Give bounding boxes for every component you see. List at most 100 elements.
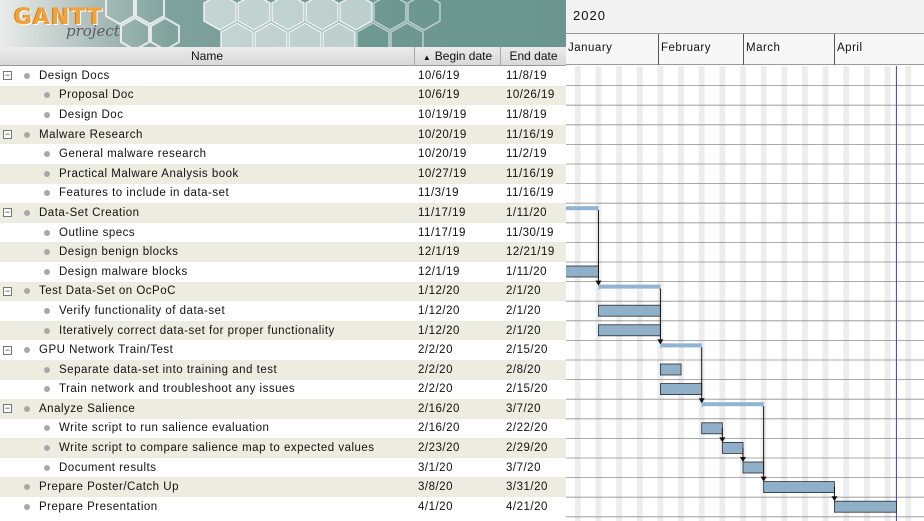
- task-row[interactable]: − GPU Network Train/Test 2/2/20 2/15/20: [0, 340, 566, 360]
- task-begin-date[interactable]: 11/3/19: [418, 187, 460, 200]
- task-end-date[interactable]: 1/11/20: [506, 265, 548, 278]
- task-name-cell[interactable]: Verify functionality of data-set: [0, 301, 415, 321]
- task-name-cell[interactable]: Prepare Presentation: [0, 497, 415, 517]
- task-row[interactable]: Write script to compare salience map to …: [0, 438, 566, 458]
- task-begin-date[interactable]: 10/19/19: [418, 108, 467, 121]
- task-row[interactable]: − Malware Research 10/20/19 11/16/19: [0, 124, 566, 145]
- task-name-cell[interactable]: Design Doc: [0, 105, 415, 125]
- task-begin-date[interactable]: 10/27/19: [418, 167, 467, 180]
- task-begin-date[interactable]: 4/1/20: [418, 500, 453, 513]
- task-end-date[interactable]: 10/26/19: [506, 89, 555, 102]
- collapse-toggle-icon[interactable]: −: [3, 344, 12, 355]
- gantt-chart[interactable]: 2020 January February March April: [566, 0, 924, 521]
- task-row[interactable]: − Analyze Salience 2/16/20 3/7/20: [0, 399, 566, 419]
- task-name-cell[interactable]: General malware research: [0, 144, 415, 164]
- task-end-date[interactable]: 2/29/20: [506, 442, 548, 455]
- task-row[interactable]: Practical Malware Analysis book 10/27/19 1…: [0, 163, 566, 184]
- task-end-date[interactable]: 4/21/20: [506, 500, 548, 513]
- task-name-cell[interactable]: Design malware blocks: [0, 262, 415, 282]
- task-name-cell[interactable]: − Malware Research: [0, 125, 415, 145]
- task-end-date[interactable]: 11/16/19: [506, 167, 554, 180]
- task-end-date[interactable]: 11/8/19: [506, 69, 548, 82]
- task-begin-date[interactable]: 3/8/20: [418, 481, 453, 494]
- task-end-date[interactable]: 2/1/20: [506, 285, 541, 298]
- collapse-toggle-icon[interactable]: −: [3, 129, 12, 140]
- task-end-date[interactable]: 2/15/20: [506, 344, 548, 357]
- task-end-date[interactable]: 11/16/19: [506, 128, 554, 141]
- task-row[interactable]: Write script to run salience evaluation 2…: [0, 419, 566, 439]
- task-name-cell[interactable]: Separate data-set into training and test: [0, 360, 415, 380]
- task-row[interactable]: − Test Data-Set on OcPoC 1/12/20 2/1/20: [0, 281, 566, 302]
- task-end-date[interactable]: 1/11/20: [506, 206, 548, 219]
- task-end-date[interactable]: 2/1/20: [506, 304, 541, 317]
- task-end-date[interactable]: 11/8/19: [506, 108, 548, 121]
- task-begin-date[interactable]: 11/17/19: [418, 226, 466, 239]
- task-begin-date[interactable]: 10/20/19: [418, 148, 467, 161]
- task-begin-date[interactable]: 10/20/19: [418, 128, 467, 141]
- task-end-date[interactable]: 3/7/20: [506, 461, 541, 474]
- task-row[interactable]: − Design Docs 10/6/19 11/8/19: [0, 66, 566, 86]
- task-name-cell[interactable]: Design benign blocks: [0, 242, 415, 262]
- task-begin-date[interactable]: 1/12/20: [418, 324, 460, 337]
- task-begin-date[interactable]: 2/23/20: [418, 442, 460, 455]
- task-begin-date[interactable]: 1/12/20: [418, 285, 460, 298]
- task-end-date[interactable]: 12/21/19: [506, 246, 555, 259]
- task-name-cell[interactable]: Write script to compare salience map to …: [0, 438, 415, 458]
- task-name-cell[interactable]: Features to include in data-set: [0, 184, 415, 204]
- task-name-cell[interactable]: Prepare Poster/Catch Up: [0, 477, 415, 497]
- task-row[interactable]: Prepare Poster/Catch Up 3/8/20 3/31/20: [0, 477, 566, 498]
- task-row[interactable]: Proposal Doc 10/6/19 10/26/19: [0, 85, 566, 106]
- collapse-toggle-icon[interactable]: −: [3, 285, 12, 296]
- task-begin-date[interactable]: 2/16/20: [418, 402, 460, 415]
- task-row[interactable]: Design benign blocks 12/1/19 12/21/19: [0, 242, 566, 262]
- task-begin-date[interactable]: 1/12/20: [418, 304, 460, 317]
- task-end-date[interactable]: 11/16/19: [506, 187, 554, 200]
- task-begin-date[interactable]: 10/6/19: [418, 69, 460, 82]
- task-row[interactable]: Prepare Presentation 4/1/20 4/21/20: [0, 497, 566, 517]
- task-name-cell[interactable]: Outline specs: [0, 223, 415, 243]
- collapse-toggle-icon[interactable]: −: [3, 403, 12, 414]
- task-row[interactable]: − Data-Set Creation 11/17/19 1/11/20: [0, 203, 566, 223]
- task-name-cell[interactable]: − Analyze Salience: [0, 399, 415, 419]
- task-end-date[interactable]: 11/30/19: [506, 226, 554, 239]
- column-header-name[interactable]: Name: [0, 47, 415, 66]
- task-name-cell[interactable]: − Data-Set Creation: [0, 203, 415, 223]
- task-begin-date[interactable]: 3/1/20: [418, 461, 453, 474]
- collapse-toggle-icon[interactable]: −: [3, 207, 12, 218]
- task-name-cell[interactable]: Practical Malware Analysis book: [0, 164, 415, 184]
- task-row[interactable]: Verify functionality of data-set 1/12/20 2…: [0, 301, 566, 321]
- column-header-begin-date[interactable]: ▲ Begin date: [415, 47, 501, 66]
- task-row[interactable]: Outline specs 11/17/19 11/30/19: [0, 223, 566, 243]
- task-end-date[interactable]: 3/7/20: [506, 402, 541, 415]
- task-end-date[interactable]: 2/15/20: [506, 383, 548, 396]
- task-row[interactable]: Document results 3/1/20 3/7/20: [0, 458, 566, 478]
- task-name-cell[interactable]: Iteratively correct data-set for proper …: [0, 321, 415, 341]
- task-row[interactable]: Separate data-set into training and test…: [0, 359, 566, 380]
- gantt-grid[interactable]: [566, 66, 924, 521]
- task-name-cell[interactable]: Proposal Doc: [0, 86, 415, 106]
- task-name-cell[interactable]: Document results: [0, 458, 415, 478]
- task-row[interactable]: Design malware blocks 12/1/19 1/11/20: [0, 262, 566, 282]
- task-begin-date[interactable]: 2/2/20: [418, 344, 453, 357]
- task-name-cell[interactable]: − GPU Network Train/Test: [0, 340, 415, 360]
- task-begin-date[interactable]: 11/17/19: [418, 206, 466, 219]
- task-end-date[interactable]: 2/8/20: [506, 363, 541, 376]
- task-name-cell[interactable]: Write script to run salience evaluation: [0, 419, 415, 439]
- task-row[interactable]: Design Doc 10/19/19 11/8/19: [0, 105, 566, 125]
- task-name-cell[interactable]: − Test Data-Set on OcPoC: [0, 282, 415, 302]
- task-begin-date[interactable]: 2/2/20: [418, 383, 453, 396]
- task-row[interactable]: General malware research 10/20/19 11/2/19: [0, 144, 566, 164]
- task-row[interactable]: Iteratively correct data-set for proper …: [0, 320, 566, 341]
- task-end-date[interactable]: 2/1/20: [506, 324, 541, 337]
- task-begin-date[interactable]: 10/6/19: [418, 89, 460, 102]
- task-begin-date[interactable]: 12/1/19: [418, 246, 460, 259]
- task-name-cell[interactable]: Train network and troubleshoot any issue…: [0, 380, 415, 400]
- task-begin-date[interactable]: 2/2/20: [418, 363, 453, 376]
- task-end-date[interactable]: 3/31/20: [506, 481, 548, 494]
- task-begin-date[interactable]: 12/1/19: [418, 265, 460, 278]
- column-header-end-date[interactable]: End date: [501, 47, 566, 66]
- task-end-date[interactable]: 11/2/19: [506, 148, 548, 161]
- task-end-date[interactable]: 2/22/20: [506, 422, 548, 435]
- task-row[interactable]: Features to include in data-set 11/3/19 11…: [0, 184, 566, 204]
- task-name-cell[interactable]: − Design Docs: [0, 66, 415, 86]
